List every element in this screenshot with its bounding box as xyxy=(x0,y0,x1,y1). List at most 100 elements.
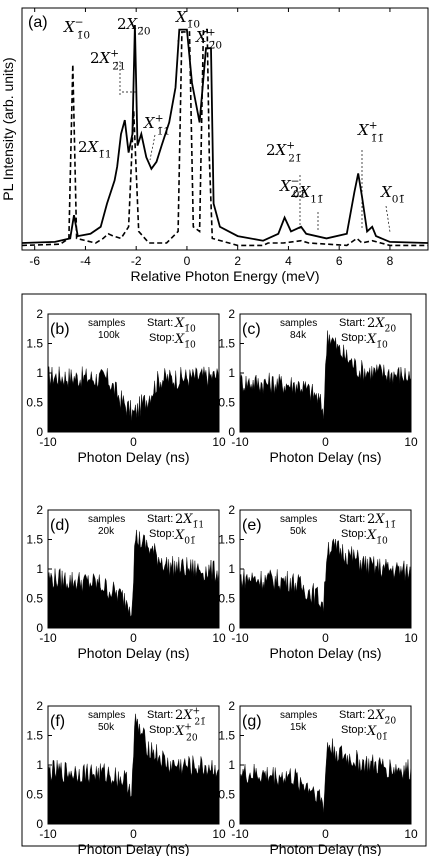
samples-label: samples xyxy=(88,710,125,721)
panel-a-x-tick-label: 6 xyxy=(336,254,343,268)
panel-a-annotation-6-text: 2X1̄1 xyxy=(78,138,112,160)
y-tick-label: 0.5 xyxy=(218,788,235,802)
panel-a-series-dashed xyxy=(21,28,428,247)
y-tick-label: 2 xyxy=(228,307,235,321)
histogram-area xyxy=(239,330,412,433)
y-tick-label: 0 xyxy=(36,425,43,439)
x-tick-label: 10 xyxy=(404,631,418,645)
x-tick-label: -10 xyxy=(231,631,249,645)
panel-a-annotation-9-text: 2X11̄ xyxy=(290,183,324,205)
y-tick-label: 1 xyxy=(36,562,43,576)
panel-label: (b) xyxy=(50,321,70,338)
y-tick-label: 1 xyxy=(228,758,235,772)
panel-a-annotation-4-text: X+ 2̄0 xyxy=(195,27,222,52)
y-tick-label: 1.5 xyxy=(26,337,43,351)
y-tick-label: 0 xyxy=(36,817,43,831)
x-tick-label: -10 xyxy=(39,827,57,841)
start-state: 2X1̄1 xyxy=(175,512,204,531)
histogram-area xyxy=(47,366,220,433)
panel-a-annotation-7-text: 2X+ 21̄ xyxy=(266,140,302,165)
panel-a-annotation-5: X+ 1̄1 xyxy=(143,113,170,138)
stop-label: Stop: xyxy=(341,528,367,540)
samples-label: samples xyxy=(280,514,317,525)
y-tick-label: 0.5 xyxy=(218,592,235,606)
stop-state-text: X1̄0 xyxy=(366,528,388,547)
panel-a-x-tick-label: 4 xyxy=(285,254,292,268)
panel-label: (g) xyxy=(242,713,262,730)
x-tick-label: 0 xyxy=(130,827,137,841)
panel-a-x-tick-label: 2 xyxy=(234,254,241,268)
panel-a-x-tick-label: -2 xyxy=(131,254,142,268)
panel-a-x-tick-label: 0 xyxy=(184,254,191,268)
panel-a-annotation-10: X+ 1̄1̄ xyxy=(357,120,384,145)
xlabel: Photon Delay (ns) xyxy=(269,449,381,465)
panel-a-x-tick-label: -6 xyxy=(29,254,40,268)
x-tick-label: -10 xyxy=(231,827,249,841)
x-tick-label: 10 xyxy=(212,631,226,645)
y-tick-label: 0.5 xyxy=(26,396,43,410)
panel-label: (c) xyxy=(242,321,261,338)
stop-state: X01̄ xyxy=(366,724,388,743)
start-state: 2X2̄0 xyxy=(367,316,396,335)
panel-a-xlabel: Relative Photon Energy (meV) xyxy=(130,268,319,284)
y-tick-label: 0.5 xyxy=(26,788,43,802)
start-label: Start: xyxy=(339,709,365,721)
y-tick-label: 0 xyxy=(36,621,43,635)
start-label: Start: xyxy=(339,513,365,525)
panel-a-label: (a) xyxy=(28,14,48,31)
panel-a-x-tick-label: 8 xyxy=(387,254,394,268)
samples-count: 20k xyxy=(98,526,115,537)
samples-count: 15k xyxy=(290,722,307,733)
x-tick-label: 0 xyxy=(130,631,137,645)
stop-state: X+ 2̄0 xyxy=(174,723,198,744)
xlabel: Photon Delay (ns) xyxy=(77,645,189,661)
x-tick-label: 10 xyxy=(212,827,226,841)
xlabel: Photon Delay (ns) xyxy=(269,645,381,661)
y-tick-label: 0 xyxy=(228,425,235,439)
start-state-text: 2X2̄0 xyxy=(367,708,396,727)
start-state-text: 2X11̄ xyxy=(367,512,396,531)
panel-a-annotation-10-text: X+ 1̄1̄ xyxy=(357,120,384,145)
start-label: Start: xyxy=(339,317,365,329)
y-tick-label: 1.5 xyxy=(26,729,43,743)
start-state-text: 2X1̄1 xyxy=(175,512,204,531)
histogram-area xyxy=(239,538,412,629)
y-tick-label: 0.5 xyxy=(26,592,43,606)
start-label: Start: xyxy=(147,317,173,329)
y-tick-label: 2 xyxy=(36,699,43,713)
y-tick-label: 0.5 xyxy=(218,396,235,410)
panel-label: (d) xyxy=(50,517,70,534)
samples-count: 84k xyxy=(290,330,307,341)
panel-a-axes-frame xyxy=(21,7,429,251)
stop-state: X01̄ xyxy=(174,528,196,547)
panel-a-annotation-1: 2X2̄0 xyxy=(117,15,151,37)
histogram-area xyxy=(47,713,220,825)
panel-a-annotation-3-text: X1̄0 xyxy=(175,8,200,30)
x-tick-label: -10 xyxy=(39,435,57,449)
panel-a-annotation-6: 2X1̄1 xyxy=(78,138,112,160)
histogram-area xyxy=(47,529,220,629)
panel-label: (f) xyxy=(50,713,65,730)
samples-label: samples xyxy=(88,318,125,329)
y-tick-label: 1.5 xyxy=(218,337,235,351)
panel-a-annotation-9: 2X11̄ xyxy=(290,183,324,205)
panel-a-x-tick-label: -4 xyxy=(80,254,91,268)
stop-state-text: X1̄0 xyxy=(174,332,196,351)
start-state: 2X11̄ xyxy=(367,512,396,531)
xlabel: Photon Delay (ns) xyxy=(77,841,189,856)
stop-state-text: X01̄ xyxy=(174,528,196,547)
samples-count: 50k xyxy=(98,722,115,733)
panel-a-leader-3 xyxy=(149,134,156,161)
start-state: X1̄0 xyxy=(174,316,196,335)
panel-a-annotation-1-text: 2X2̄0 xyxy=(117,15,151,37)
y-tick-label: 1 xyxy=(228,562,235,576)
y-tick-label: 1.5 xyxy=(218,533,235,547)
samples-label: samples xyxy=(280,318,317,329)
y-tick-label: 0 xyxy=(228,621,235,635)
panel-a-annotation-0: X− 1̄0 xyxy=(63,17,90,42)
